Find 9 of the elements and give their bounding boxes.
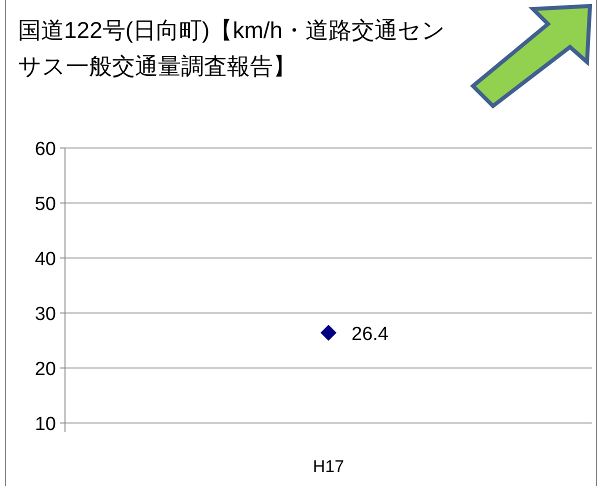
x-tick-label: H17	[312, 457, 344, 476]
y-tick-label: 20	[34, 359, 56, 380]
y-tick-label: 30	[34, 304, 56, 325]
chart-title: 国道122号(日向町)【km/h・道路交通センサス一般交通量調査報告】	[18, 16, 447, 81]
y-tick-label: 10	[34, 414, 56, 435]
y-tick-label: 40	[34, 249, 56, 270]
y-tick-label: 60	[34, 139, 56, 160]
data-label: 26.4	[352, 324, 389, 345]
y-tick-label: 50	[34, 194, 56, 215]
